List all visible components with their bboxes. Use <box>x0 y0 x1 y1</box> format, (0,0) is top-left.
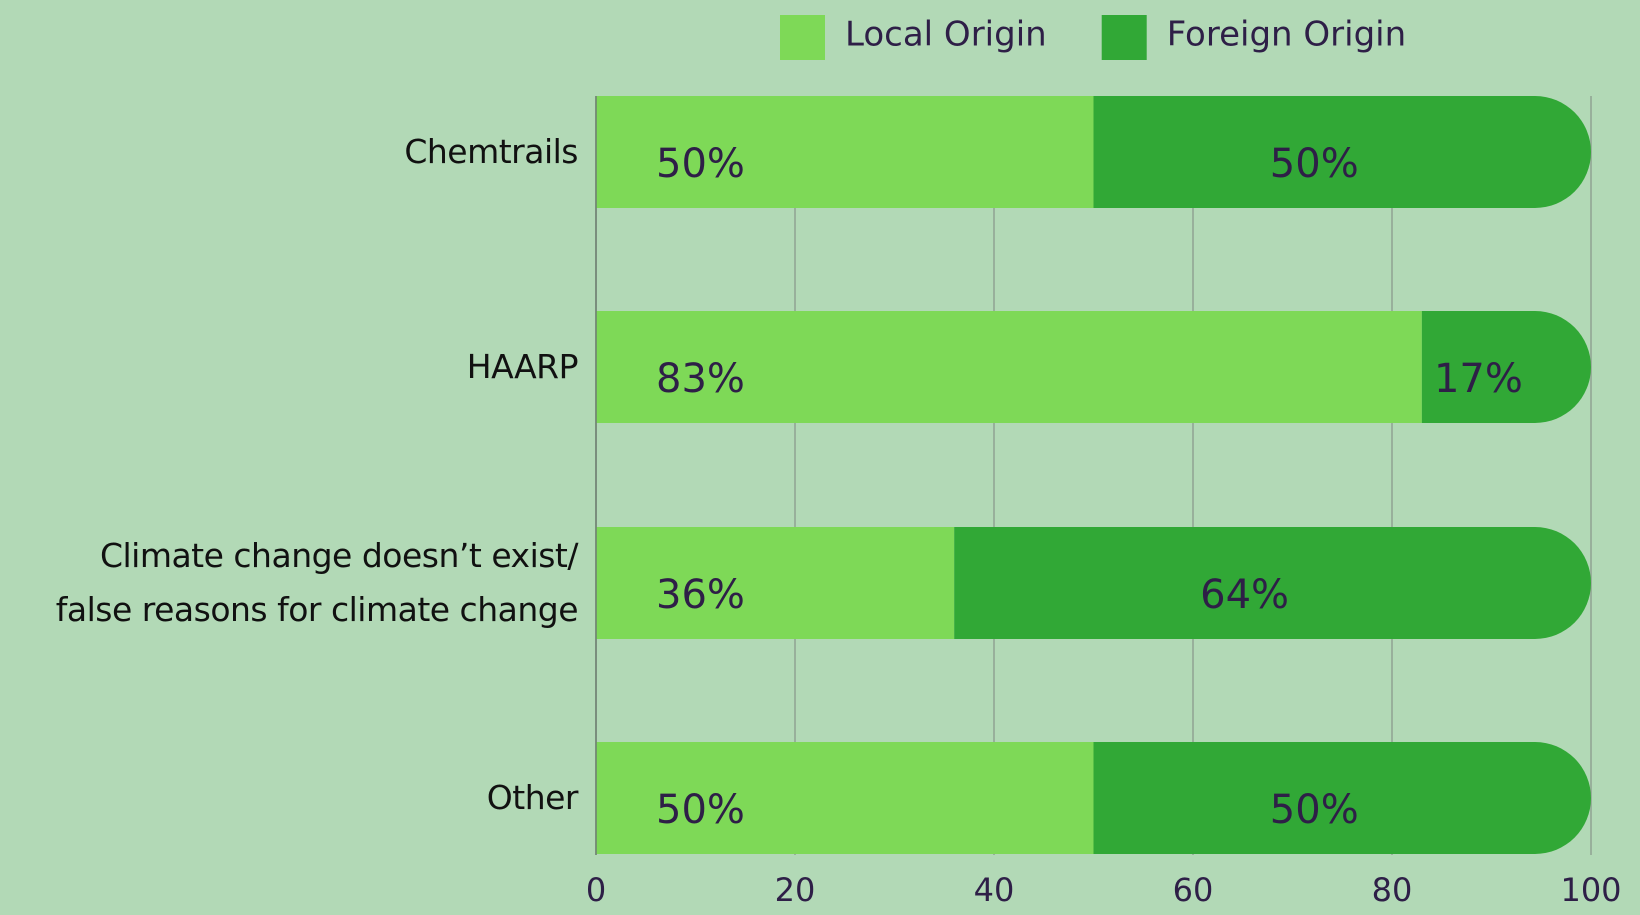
category-label: Other <box>486 778 579 817</box>
value-label: 17% <box>1434 356 1523 402</box>
value-label: 50% <box>1270 787 1359 833</box>
legend-label: Foreign Origin <box>1167 15 1406 55</box>
x-tick-label: 60 <box>1173 871 1214 909</box>
bar-segment <box>596 311 1422 423</box>
value-label: 50% <box>656 787 745 833</box>
bar-segment <box>1093 742 1591 854</box>
bar-segment <box>1421 311 1591 423</box>
x-tick-label: 80 <box>1372 871 1413 909</box>
x-tick-label: 20 <box>775 871 816 909</box>
value-label: 36% <box>656 572 745 618</box>
legend-swatch <box>780 15 825 60</box>
category-label: Chemtrails <box>404 132 578 171</box>
legend-swatch <box>1101 15 1147 60</box>
bar-segment <box>596 527 955 639</box>
value-label: 64% <box>1200 572 1289 618</box>
legend-label: Local Origin <box>845 15 1047 55</box>
value-label: 50% <box>1270 141 1359 187</box>
bar-segment <box>954 527 1591 639</box>
bar-segment <box>596 96 1094 208</box>
value-label: 83% <box>656 356 745 402</box>
category-label: HAARP <box>466 347 579 386</box>
x-tick-label: 0 <box>586 871 606 909</box>
value-label: 50% <box>656 141 745 187</box>
bar-segment <box>1093 96 1591 208</box>
category-label: Climate change doesn’t exist/ false reas… <box>55 536 579 629</box>
x-tick-label: 100 <box>1560 871 1621 909</box>
bar-segment <box>596 742 1094 854</box>
x-tick-label: 40 <box>974 871 1015 909</box>
